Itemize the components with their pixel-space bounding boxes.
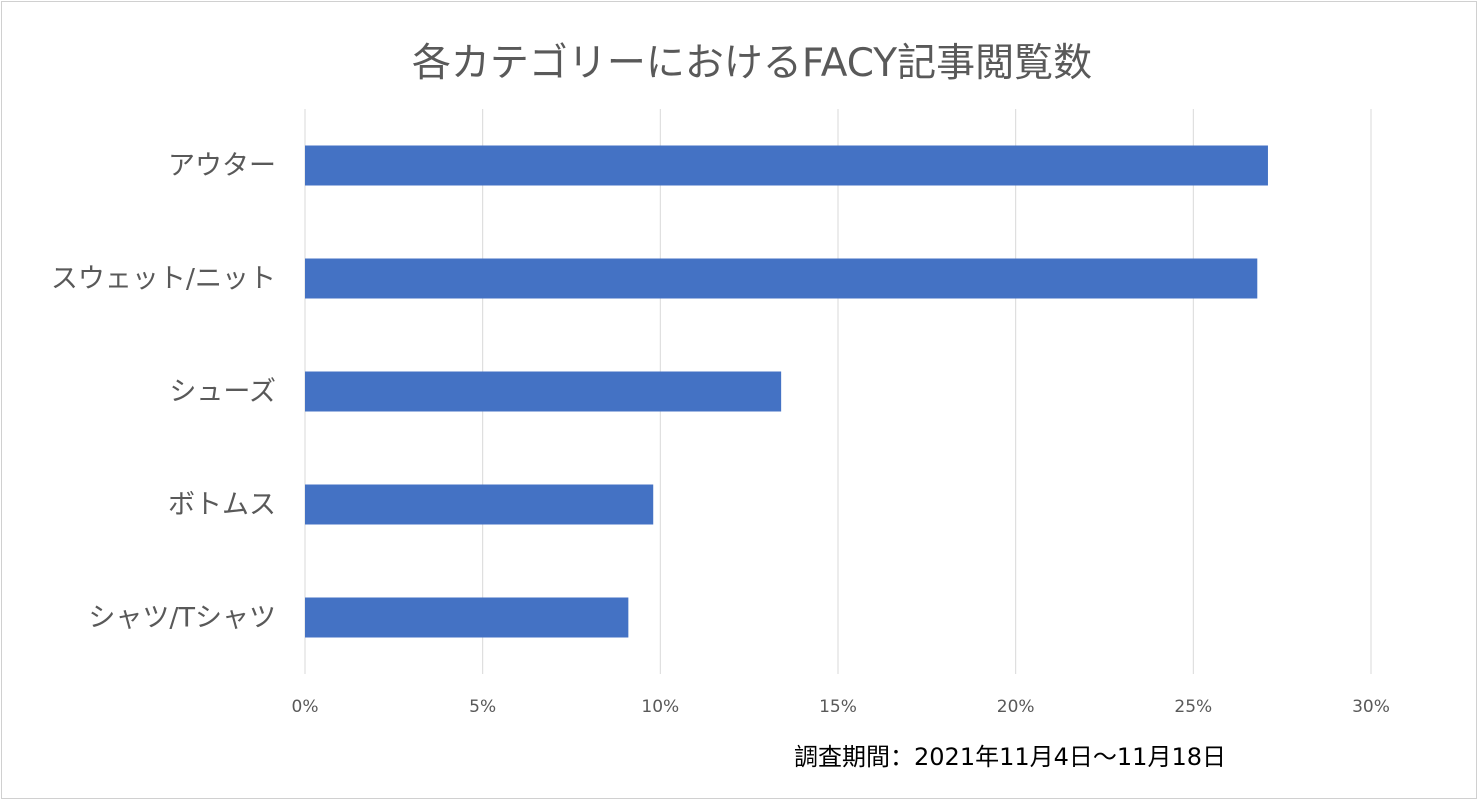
category-label: シャツ/Tシャツ xyxy=(88,603,276,634)
chart-title: 各カテゴリーにおけるFACY記事閲覧数 xyxy=(412,41,1092,86)
category-label: ボトムス xyxy=(168,490,276,521)
category-label: アウター xyxy=(168,151,276,182)
x-tick-label: 30% xyxy=(1352,697,1390,717)
bars xyxy=(305,145,1268,638)
x-tick-labels: 0% 5% 10% 15% 20% 25% 30% xyxy=(292,697,1390,717)
bar xyxy=(305,484,654,525)
x-tick-label: 5% xyxy=(469,697,496,717)
x-tick-label: 25% xyxy=(1174,697,1212,717)
x-tick-label: 15% xyxy=(819,697,857,717)
bar xyxy=(305,145,1268,186)
survey-period-note: 調査期間：2021年11月4日～11月18日 xyxy=(794,743,1226,771)
x-tick-label: 20% xyxy=(997,697,1035,717)
category-label: シューズ xyxy=(169,377,276,408)
x-tick-label: 10% xyxy=(641,697,679,717)
bar xyxy=(305,371,782,412)
x-tick-label: 0% xyxy=(292,697,319,717)
category-label: スウェット/ニット xyxy=(51,264,276,295)
bar xyxy=(305,258,1258,299)
bar xyxy=(305,597,629,638)
